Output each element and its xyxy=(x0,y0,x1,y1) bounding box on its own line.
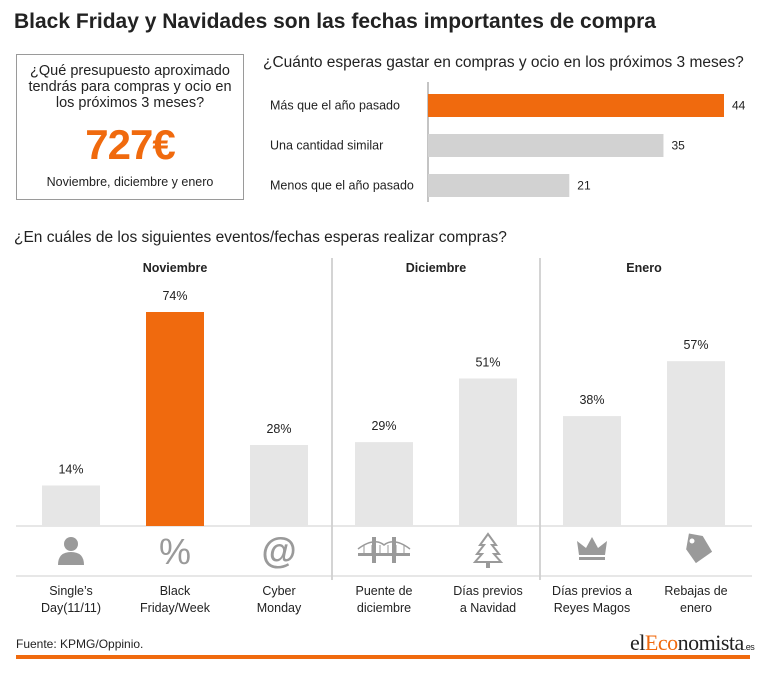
event-category-label: Días previos xyxy=(453,584,522,598)
group-label-diciembre: Diciembre xyxy=(406,261,466,275)
percent-icon: % xyxy=(159,531,191,572)
spend-category-label: Más que el año pasado xyxy=(270,99,400,113)
event-category-label: Reyes Magos xyxy=(554,601,630,615)
event-value-label: 38% xyxy=(579,393,604,407)
event-category-label: a Navidad xyxy=(460,601,516,615)
budget-box: ¿Qué presupuesto aproximado tendrás para… xyxy=(16,54,244,200)
event-value-label: 29% xyxy=(371,419,396,433)
bottom-rule xyxy=(16,655,750,659)
event-category-label: enero xyxy=(680,601,712,615)
event-category-label: diciembre xyxy=(357,601,411,615)
event-category-label: Day(11/11) xyxy=(41,601,101,615)
spend-category-label: Menos que el año pasado xyxy=(270,179,414,193)
person-icon xyxy=(58,537,84,565)
spend-category-label: Una cantidad similar xyxy=(270,139,383,153)
spend-value-label: 44 xyxy=(732,99,746,113)
spend-bar xyxy=(428,94,724,117)
price-tag-icon xyxy=(686,533,713,564)
group-label-noviembre: Noviembre xyxy=(143,261,208,275)
event-value-label: 74% xyxy=(162,289,187,303)
group-label-enero: Enero xyxy=(626,261,662,275)
budget-value: 727€ xyxy=(85,121,175,168)
at-sign-icon: @ xyxy=(261,530,296,571)
event-value-label: 57% xyxy=(683,338,708,352)
spend-chart-title: ¿Cuánto esperas gastar en compras y ocio… xyxy=(263,54,744,71)
spend-bar xyxy=(428,134,664,157)
event-category-label: Cyber xyxy=(262,584,295,598)
budget-note: Noviembre, diciembre y enero xyxy=(46,175,214,189)
logo-suffix: nomista xyxy=(677,630,745,655)
event-category-label: Black xyxy=(160,584,191,598)
event-bar xyxy=(42,485,100,526)
spend-bar xyxy=(428,174,570,197)
events-chart-title: ¿En cuáles de los siguientes eventos/fec… xyxy=(14,229,507,246)
christmas-tree-icon xyxy=(472,532,504,568)
logo-prefix: el xyxy=(630,630,645,655)
bridge-icon xyxy=(357,537,411,563)
event-category-label: Monday xyxy=(257,601,302,615)
event-category-label: Días previos a xyxy=(552,584,632,598)
event-category-label: Rebajas de xyxy=(664,584,727,598)
event-bar xyxy=(459,378,517,526)
spend-value-label: 35 xyxy=(671,139,685,153)
publisher-logo: elEconomista.es xyxy=(630,630,755,656)
source-note: Fuente: KPMG/Oppinio. xyxy=(16,637,144,651)
budget-question: ¿Qué presupuesto aproximado tendrás para… xyxy=(28,63,232,111)
main-title: Black Friday y Navidades son las fechas … xyxy=(14,10,656,33)
logo-accent: Eco xyxy=(644,630,678,655)
event-value-label: 28% xyxy=(266,422,291,436)
event-value-label: 14% xyxy=(58,463,83,477)
svg-text:%: % xyxy=(159,531,191,572)
svg-text:@: @ xyxy=(261,530,296,571)
crown-icon xyxy=(577,537,607,560)
event-category-label: Friday/Week xyxy=(140,601,211,615)
spend-value-label: 21 xyxy=(577,179,591,193)
event-bar xyxy=(563,416,621,526)
logo-tld: .es xyxy=(743,642,755,652)
event-bar xyxy=(355,442,413,526)
event-value-label: 51% xyxy=(475,356,500,370)
event-bar xyxy=(146,312,204,526)
charts-canvas: Más que el año pasado 44 Una cantidad simi… xyxy=(16,82,752,615)
event-bar xyxy=(667,361,725,526)
event-category-label: Puente de xyxy=(356,584,413,598)
event-category-label: Single’s xyxy=(49,584,93,598)
event-bar xyxy=(250,445,308,526)
